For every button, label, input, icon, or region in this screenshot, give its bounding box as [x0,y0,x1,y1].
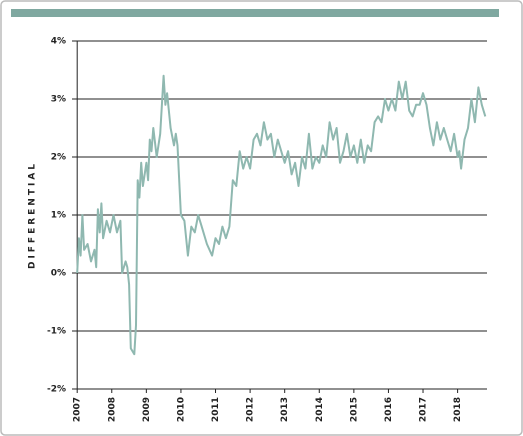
x-tick-label: 2016 [384,397,394,422]
y-tick-label: 2% [51,153,66,163]
x-tick-label: 2015 [349,397,359,422]
data-line [76,74,487,356]
x-tick-label: 2007 [73,397,83,422]
x-tick-label: 2012 [246,397,256,422]
x-tick-label: 2018 [453,397,463,422]
y-tick-label: 1% [51,211,66,221]
y-tick-label: 3% [51,95,66,105]
y-tick-label: -1% [47,327,66,337]
y-tick-label: -2% [47,385,66,395]
x-tick-label: 2013 [280,397,290,422]
y-axis-label: DIFFERENTIAL [28,161,38,269]
x-tick-label: 2017 [419,397,429,422]
header-bar [11,9,499,17]
x-tick-label: 2009 [142,397,152,422]
x-tick-label: 2010 [176,397,186,422]
x-tick-label: 2011 [211,397,221,422]
x-tick-label: 2008 [107,397,117,422]
y-tick-label: 0% [51,269,66,279]
x-tick-label: 2014 [315,397,325,422]
y-tick-label: 4% [51,37,66,47]
